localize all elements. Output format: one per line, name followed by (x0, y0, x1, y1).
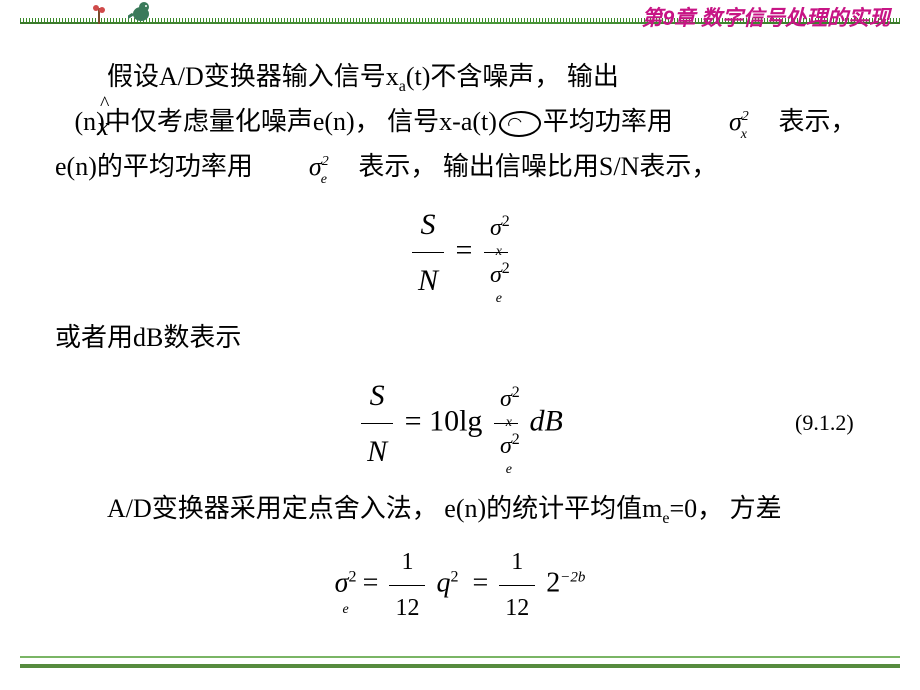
sigma-e-base: σ (309, 152, 322, 181)
eq1-den: N (412, 253, 444, 306)
eq3-q-sup: 2 (450, 569, 458, 586)
p1-sub-a: a (399, 78, 406, 95)
eq3-f1-den: 12 (389, 586, 425, 629)
eq3-f2-num: 1 (499, 542, 535, 586)
eq2-unit: dB (530, 404, 563, 437)
sigma-x-squared: σ2 x (677, 100, 755, 144)
bottom-border-thin (20, 656, 900, 658)
decor-seedling-icon (90, 2, 108, 29)
eq3-two: 2 (546, 568, 560, 599)
highlight-oval-icon (498, 111, 542, 137)
eq3-lhs-sub: e (342, 602, 348, 617)
decor-bird-icon (128, 0, 154, 29)
eq2-10lg: 10lg (429, 404, 482, 437)
sigma-sub: x (741, 127, 747, 142)
sigma-e-sub: e (321, 172, 327, 187)
eq1-rnum-sub: x (496, 244, 502, 259)
eq2-rden-sup: 2 (512, 431, 520, 448)
eq3-lhs: σ (335, 568, 349, 599)
equation-2: S N = 10lg σ2x σ2e dB (9.1.2) (55, 370, 865, 477)
paragraph-3: A/D变换器采用定点舍入法， e(n)的统计平均值me=0， 方差 (55, 487, 865, 532)
eq2-rden-sub: e (506, 462, 512, 477)
bottom-border-thick (20, 664, 900, 668)
eq3-q: q (436, 568, 450, 599)
eq1-equals: = (456, 233, 473, 266)
eq3-eq1: = (363, 568, 379, 599)
eq1-rnum: σ (490, 215, 502, 241)
p1-text-a: 假设A/D变换器输入信号x (107, 62, 399, 91)
p3-text-a: A/D变换器采用定点舍入法， e(n)的统计平均值m (107, 494, 662, 523)
eq3-eq2: = (472, 568, 488, 599)
p3-text-b: =0， 方差 (669, 494, 781, 523)
x-hat-symbol: x (45, 105, 109, 149)
eq2-den: N (361, 424, 393, 477)
eq3-f1-num: 1 (389, 542, 425, 586)
p1-text-d: 平均功率用 (543, 107, 673, 136)
chapter-title: 第9章 数字信号处理的实现 (641, 2, 890, 32)
eq1-rden-sub: e (496, 291, 502, 306)
eq2-rnum-sub: x (506, 415, 512, 430)
eq3-f2-den: 12 (499, 586, 535, 629)
sigma-base: σ (729, 107, 742, 136)
slide-content: x 假设A/D变换器输入信号xa(t)不含噪声， 输出 (n)中仅考虑量化噪声e… (55, 55, 865, 639)
eq2-rden: σ (500, 433, 512, 459)
sigma-e-squared: σ2 e (257, 145, 335, 189)
paragraph-1: x 假设A/D变换器输入信号xa(t)不含噪声， 输出 (n)中仅考虑量化噪声e… (55, 55, 865, 189)
eq1-rnum-sup: 2 (502, 213, 510, 230)
eq1-rden-sup: 2 (502, 260, 510, 277)
eq3-exp: −2b (560, 570, 585, 586)
eq2-rnum: σ (500, 386, 512, 412)
eq3-lhs-sup: 2 (348, 569, 356, 586)
sigma-sup: 2 (742, 109, 749, 124)
p1-text-c: (n)中仅考虑量化噪声e(n)， 信号x-a(t) (75, 107, 497, 136)
eq1-rden: σ (490, 262, 502, 288)
equation-1: S N = σ2x σ2e (55, 199, 865, 306)
eq2-num: S (361, 370, 393, 424)
eq2-equals: = (405, 404, 422, 437)
equation-3: σ2e = 1 12 q2 = 1 12 2−2b (55, 542, 865, 629)
sigma-e-sup: 2 (322, 154, 329, 169)
eq1-num: S (412, 199, 444, 253)
p1-text-f: 表示， 输出信噪比用S/N表示， (358, 152, 717, 181)
eq2-rnum-sup: 2 (512, 384, 520, 401)
eq2-label: (9.1.2) (795, 411, 855, 435)
paragraph-2: 或者用dB数表示 (55, 316, 865, 360)
p1-text-b: (t)不含噪声， 输出 (406, 62, 619, 91)
